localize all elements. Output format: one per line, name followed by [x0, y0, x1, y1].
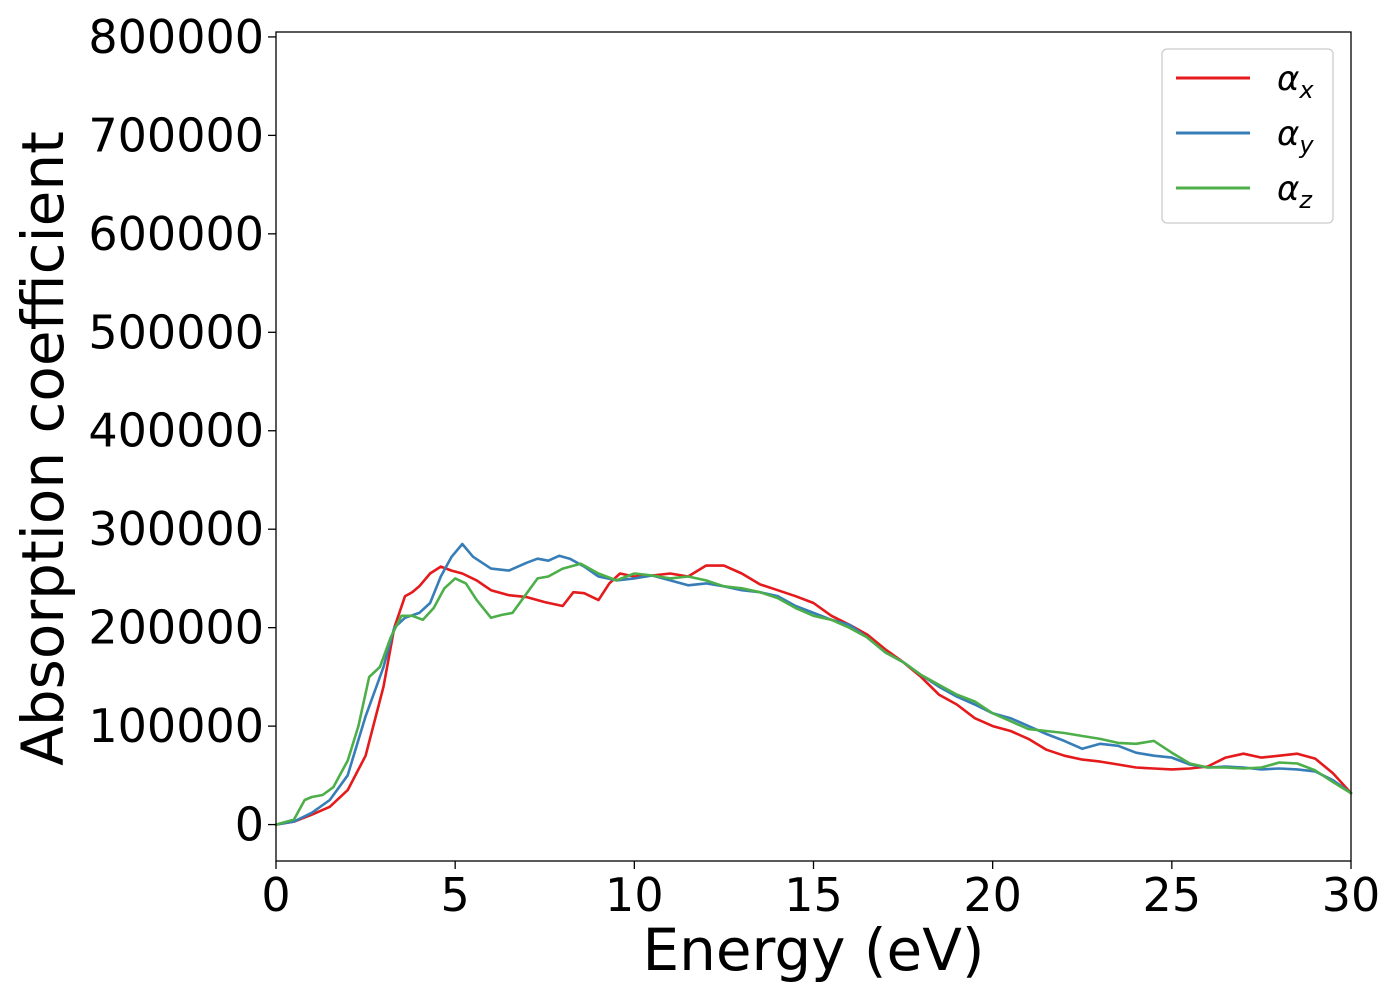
y-tick-label: 500000 [88, 305, 264, 359]
series-line-y [274, 542, 1353, 826]
series-line-z [274, 562, 1353, 826]
legend-label-y: αy [1277, 114, 1314, 159]
legend-label-z: αz [1277, 169, 1313, 214]
series-lines [274, 542, 1353, 826]
y-axis-label: Absorption coefficient [9, 131, 77, 766]
y-tick-label: 200000 [88, 601, 264, 655]
y-tick-label: 700000 [88, 108, 264, 162]
x-tick-label: 25 [1143, 868, 1202, 922]
series-line-x [274, 564, 1353, 826]
x-tick-label: 30 [1322, 868, 1381, 922]
x-axis-label: Energy (eV) [642, 916, 984, 984]
x-axis-ticks: 0 5 10 15 20 25 30 [261, 861, 1380, 922]
y-tick-label: 400000 [88, 404, 264, 458]
y-tick-label: 100000 [88, 699, 264, 753]
legend-label-subscript: z [1298, 186, 1313, 214]
legend-label-subscript: y [1298, 131, 1314, 159]
y-tick-label: 300000 [88, 502, 264, 556]
x-tick-label: 10 [605, 868, 664, 922]
y-tick-label: 0 [235, 798, 264, 852]
x-tick-label: 5 [441, 868, 470, 922]
legend-label-x: αx [1277, 59, 1314, 104]
x-tick-label: 0 [261, 868, 290, 922]
legend-label-subscript: x [1298, 76, 1314, 104]
y-tick-label: 600000 [88, 207, 264, 261]
legend-label-base: α [1277, 59, 1299, 99]
legend-box [1161, 48, 1334, 224]
legend-label-base: α [1277, 169, 1299, 209]
x-tick-label: 15 [784, 868, 843, 922]
y-axis-ticks: 0 100000 200000 300000 400000 500000 600000 700… [88, 10, 276, 852]
y-tick-label: 800000 [88, 10, 264, 64]
x-tick-label: 20 [963, 868, 1022, 922]
legend-label-base: α [1277, 114, 1299, 154]
